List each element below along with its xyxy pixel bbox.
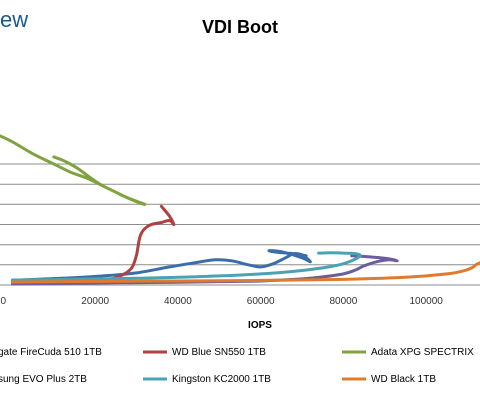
legend-label: Kingston KC2000 1TB [172,374,271,385]
brand-logo-fragment: ew [0,7,28,32]
x-tick-label: 40000 [164,296,192,307]
legend-label: gate FireCuda 510 1TB [0,347,102,358]
legend-item: Kingston KC2000 1TB [143,374,271,385]
chart-title: VDI Boot [202,17,278,37]
series-line-adata-xpg-spectrix [0,134,147,206]
series-line-wd-black-1tb [10,261,480,284]
x-axis-label: IOPS [248,320,272,331]
gridlines [0,163,480,266]
x-tick-label: 20000 [81,296,109,307]
legend-item: gate FireCuda 510 1TB [0,347,102,358]
x-tick-label: 100000 [410,296,444,307]
x-tick-label: 80000 [329,296,357,307]
x-tick-labels: 20000 40000 60000 80000 100000 0 [0,296,443,307]
x-tick-label: 60000 [247,296,275,307]
legend-label: sung EVO Plus 2TB [0,374,87,385]
legend-item: Adata XPG SPECTRIX [342,347,474,358]
series-lines [0,134,480,286]
series-line-seagate-firecuda-510-1tb [19,249,312,282]
series-line-kingston-kc2000-1tb [10,251,362,282]
legend-label: WD Black 1TB [371,374,436,385]
legend-item: WD Black 1TB [342,374,436,385]
legend-item: sung EVO Plus 2TB [0,374,87,385]
legend-label: Adata XPG SPECTRIX [371,347,474,358]
legend: gate FireCuda 510 1TB WD Blue SN550 1TB Ad… [0,347,474,385]
legend-label: WD Blue SN550 1TB [172,347,266,358]
x-tick-label-clipped: 0 [0,296,6,307]
legend-item: WD Blue SN550 1TB [143,347,266,358]
